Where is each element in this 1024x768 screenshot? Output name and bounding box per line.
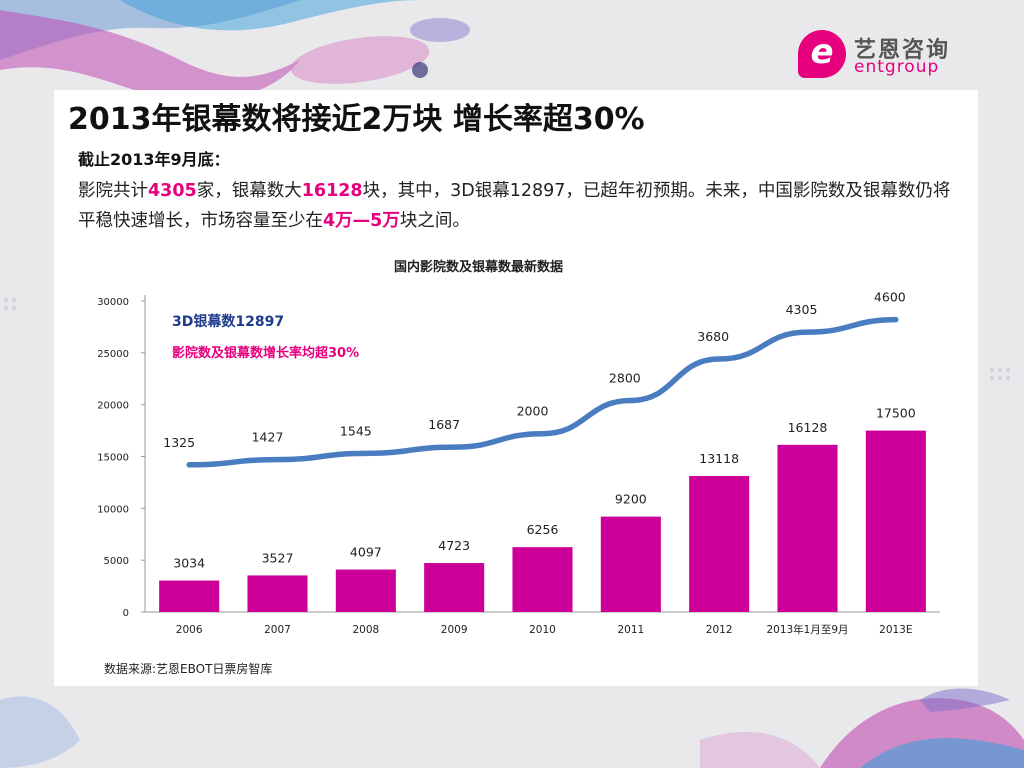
summary-text-4: 块之间。 [399,211,470,231]
slide-title: 2013年银幕数将接近2万块 增长率超30% [68,102,645,137]
summary-paragraph: 影院共计4305家，银幕数大16128块，其中，3D银幕12897，已超年初预期… [78,176,958,236]
brand-logo: e 艺恩咨询 entgroup [798,30,968,80]
annotation-growth-rate: 影院数及银幕数增长率均超30% [172,345,359,361]
x-tick-label: 2007 [264,624,291,636]
slide-subtitle: 截止2013年9月底： [78,150,230,169]
summary-text-1: 影院共计 [78,181,148,201]
line-value-label: 1325 [163,435,195,450]
bar [424,563,485,612]
line-value-label: 4600 [874,290,906,305]
line-value-label: 2800 [609,371,641,386]
x-tick-label: 2012 [706,624,733,636]
bar-value-label: 3527 [262,550,294,565]
chart: 0 5000 10000 15000 20000 25000 30000 2006 2007 20… [97,290,940,636]
bar-value-label: 13118 [699,451,739,466]
bar [512,547,573,612]
bar-value-label: 3034 [173,556,205,571]
bar [777,444,838,612]
y-tick-label: 30000 [97,297,129,308]
bar [600,516,661,612]
bar [335,569,396,612]
line-value-label: 3680 [697,329,729,344]
bar-value-label: 17500 [876,406,916,421]
x-tick-label: 2009 [441,624,468,636]
line-value-label: 2000 [517,404,549,419]
bar-value-label: 9200 [615,492,647,507]
cinema-count-line [186,316,899,468]
bar [689,476,750,612]
line-value-label: 1545 [340,423,372,438]
bar [247,575,308,612]
bar-value-label: 16128 [788,420,828,435]
summary-text-3: 块，其中，3D银幕12897，已超年初预期。未来，中国影院数及银幕数仍将平稳快速… [78,181,951,231]
bar-value-label: 4097 [350,545,382,560]
chart-title: 国内影院数及银幕数最新数据 [394,260,564,275]
bar [159,580,220,612]
bar-series [159,430,926,612]
x-tick-label: 2011 [617,624,644,636]
brand-name-cn: 艺恩咨询 [854,38,951,63]
brand-name-en: entgroup [854,57,940,77]
bar-value-label: 6256 [527,522,559,537]
y-tick-label: 5000 [104,556,129,567]
x-tick-label: 2010 [529,624,556,636]
y-tick-label: 20000 [97,401,129,412]
x-tick-label: 2008 [352,624,379,636]
summary-highlight-cinemas: 4305 [148,181,197,201]
x-tick-label: 2013年1月至9月 [766,623,848,636]
x-tick-label: 2013E [879,624,912,636]
content-panel: 2013年银幕数将接近2万块 增长率超30% 截止2013年9月底： 影院共计4… [54,90,978,686]
line-series [186,316,899,468]
x-tick-label: 2006 [176,624,203,636]
y-tick-label: 25000 [97,349,129,360]
data-source: 数据来源:艺恩EBOT日票房智库 [104,662,273,676]
y-tick-label: 0 [123,608,129,619]
line-value-label: 4305 [786,302,818,317]
summary-highlight-screens: 16128 [301,181,363,201]
bar-value-label: 4723 [438,538,470,553]
summary-highlight-capacity: 4万—5万 [323,211,400,231]
summary-text-2: 家，银幕数大 [196,181,302,201]
y-tick-label: 15000 [97,453,129,464]
brand-logo-icon: e [798,30,846,78]
bar [865,430,926,612]
data-labels: 3034 3527 4097 4723 6256 9200 13118 16128 17500 1… [163,290,916,571]
line-value-label: 1427 [252,430,284,445]
annotation-3d-screens: 3D银幕数12897 [172,313,284,330]
line-value-label: 1687 [428,417,460,432]
y-tick-label: 10000 [97,504,129,515]
